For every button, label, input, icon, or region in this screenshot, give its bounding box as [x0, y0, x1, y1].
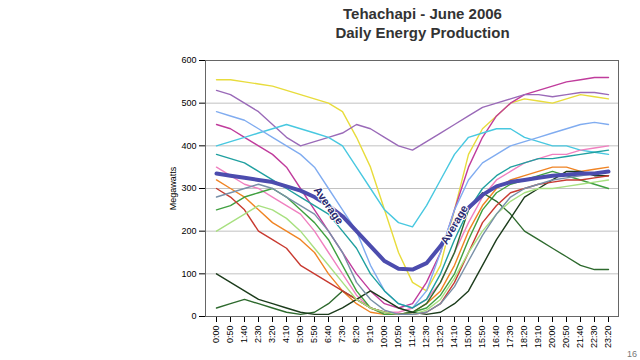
svg-text:2:30: 2:30: [253, 326, 263, 344]
svg-text:23:20: 23:20: [603, 326, 613, 349]
svg-text:4:10: 4:10: [281, 326, 291, 344]
svg-text:5:50: 5:50: [309, 326, 319, 344]
svg-text:9:10: 9:10: [365, 326, 375, 344]
svg-text:15:50: 15:50: [477, 326, 487, 349]
svg-text:Average: Average: [312, 184, 347, 226]
svg-text:0: 0: [191, 311, 196, 321]
svg-text:11:40: 11:40: [407, 326, 417, 348]
svg-text:400: 400: [181, 141, 196, 151]
svg-text:10:50: 10:50: [393, 326, 403, 349]
svg-text:Average: Average: [438, 203, 470, 246]
svg-text:100: 100: [181, 269, 196, 279]
svg-text:6:40: 6:40: [323, 326, 333, 344]
svg-text:14:10: 14:10: [449, 326, 459, 349]
svg-text:21:40: 21:40: [575, 326, 585, 349]
svg-text:8:20: 8:20: [351, 326, 361, 344]
svg-text:10:00: 10:00: [379, 326, 389, 349]
svg-text:20:00: 20:00: [547, 326, 557, 349]
svg-text:13:20: 13:20: [435, 326, 445, 349]
svg-text:12:30: 12:30: [421, 326, 431, 349]
svg-text:0:50: 0:50: [225, 326, 235, 344]
svg-text:600: 600: [181, 55, 196, 65]
svg-text:22:30: 22:30: [589, 326, 599, 349]
svg-text:0:00: 0:00: [211, 326, 221, 344]
svg-text:7:30: 7:30: [337, 326, 347, 344]
svg-text:1:40: 1:40: [239, 326, 249, 344]
svg-text:17:30: 17:30: [505, 326, 515, 349]
html-text:Tehachapi - June 2006: Tehachapi - June 2006: [343, 5, 502, 22]
svg-text:15:00: 15:00: [463, 326, 473, 349]
svg-text:16:40: 16:40: [491, 326, 501, 349]
svg-text:18:20: 18:20: [519, 326, 529, 349]
svg-text:20:50: 20:50: [561, 326, 571, 349]
svg-text:Megawatts: Megawatts: [168, 166, 178, 210]
svg-text:3:20: 3:20: [267, 326, 277, 344]
svg-text:500: 500: [181, 98, 196, 108]
html-text:16: 16: [627, 349, 637, 359]
svg-text:5:00: 5:00: [295, 326, 305, 344]
html-text:Daily Energy Production: Daily Energy Production: [335, 24, 510, 41]
svg-text:200: 200: [181, 226, 196, 236]
svg-text:300: 300: [181, 183, 196, 193]
svg-text:19:10: 19:10: [533, 326, 543, 349]
